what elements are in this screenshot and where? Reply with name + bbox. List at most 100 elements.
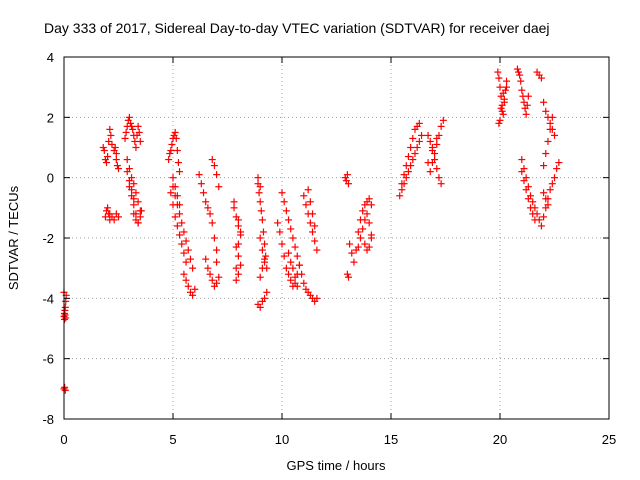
data-point xyxy=(300,279,308,287)
data-point xyxy=(354,228,362,236)
data-point xyxy=(213,246,221,254)
data-point xyxy=(311,222,319,230)
data-point xyxy=(110,216,118,224)
y-axis-label: SDTVAR / TECUs xyxy=(6,185,21,290)
data-point xyxy=(285,270,293,278)
data-point xyxy=(437,180,445,188)
data-point xyxy=(134,219,142,227)
data-point xyxy=(544,137,552,145)
data-point xyxy=(110,147,118,155)
data-point xyxy=(495,74,503,82)
data-point xyxy=(433,140,441,148)
data-point xyxy=(129,125,137,133)
y-tick-label: -8 xyxy=(42,412,54,427)
x-tick-label: 10 xyxy=(275,432,289,447)
data-point xyxy=(344,273,352,281)
data-point xyxy=(173,222,181,230)
data-point xyxy=(182,258,190,266)
data-point xyxy=(287,258,295,266)
axis-ticks: 0 5 10 15 20 25 -8 -6 -4 -2 0 2 4 xyxy=(42,50,616,447)
data-point xyxy=(166,150,174,158)
data-point xyxy=(191,285,199,293)
data-point xyxy=(256,198,264,206)
data-point xyxy=(61,386,69,394)
data-point xyxy=(256,234,264,242)
data-point xyxy=(546,119,554,127)
data-point xyxy=(537,222,545,230)
data-point xyxy=(535,216,543,224)
x-tick-label: 25 xyxy=(602,432,616,447)
data-point xyxy=(344,180,352,188)
data-point xyxy=(544,201,552,209)
data-point xyxy=(540,98,548,106)
data-point xyxy=(204,204,212,212)
data-point xyxy=(237,261,245,269)
data-point xyxy=(195,171,203,179)
data-point xyxy=(180,270,188,278)
data-point xyxy=(407,144,415,151)
data-point xyxy=(213,171,221,179)
data-point xyxy=(230,204,238,212)
data-point xyxy=(208,276,216,284)
data-point xyxy=(433,134,441,142)
data-point xyxy=(404,153,412,161)
x-axis-label: GPS time / hours xyxy=(287,458,386,473)
data-point xyxy=(103,159,111,167)
data-point xyxy=(184,282,192,290)
data-point xyxy=(178,240,186,248)
data-point xyxy=(126,119,134,127)
data-point xyxy=(503,83,511,91)
data-point xyxy=(409,156,417,164)
data-point xyxy=(173,147,181,155)
data-point xyxy=(230,198,238,206)
data-point xyxy=(346,240,354,248)
data-point xyxy=(210,162,218,170)
data-point xyxy=(134,122,142,130)
data-point xyxy=(497,104,505,112)
data-point xyxy=(200,189,208,197)
data-point xyxy=(234,222,242,230)
data-point xyxy=(540,162,548,170)
data-point xyxy=(103,207,111,215)
data-point xyxy=(261,255,269,263)
data-point xyxy=(261,240,269,248)
data-point xyxy=(206,210,214,218)
data-points xyxy=(60,65,563,394)
data-point xyxy=(293,282,301,290)
data-point xyxy=(350,258,358,266)
data-point xyxy=(113,162,121,170)
data-point xyxy=(232,264,240,272)
data-point xyxy=(256,303,264,311)
data-point xyxy=(343,270,351,278)
data-point xyxy=(418,131,426,139)
data-point xyxy=(398,186,406,194)
data-point xyxy=(176,231,184,239)
data-point xyxy=(234,252,242,260)
data-point xyxy=(210,234,218,242)
data-point xyxy=(108,140,116,148)
data-point xyxy=(291,243,299,251)
data-point xyxy=(173,192,181,200)
data-point xyxy=(136,213,144,221)
data-point xyxy=(208,219,216,227)
data-point xyxy=(176,201,184,209)
data-point xyxy=(204,264,212,272)
data-point xyxy=(100,147,108,155)
data-point xyxy=(180,228,188,236)
data-point xyxy=(494,68,502,76)
data-point xyxy=(520,165,528,173)
data-point xyxy=(263,288,271,296)
data-point xyxy=(232,276,240,284)
data-point xyxy=(361,240,369,248)
data-point xyxy=(396,192,404,200)
data-point xyxy=(285,249,293,257)
data-point xyxy=(365,219,373,227)
data-point xyxy=(361,216,369,224)
data-point xyxy=(258,216,266,224)
data-point xyxy=(135,128,143,136)
data-point xyxy=(409,134,417,142)
data-point xyxy=(282,264,290,272)
data-point xyxy=(123,156,131,164)
data-point xyxy=(527,192,535,200)
